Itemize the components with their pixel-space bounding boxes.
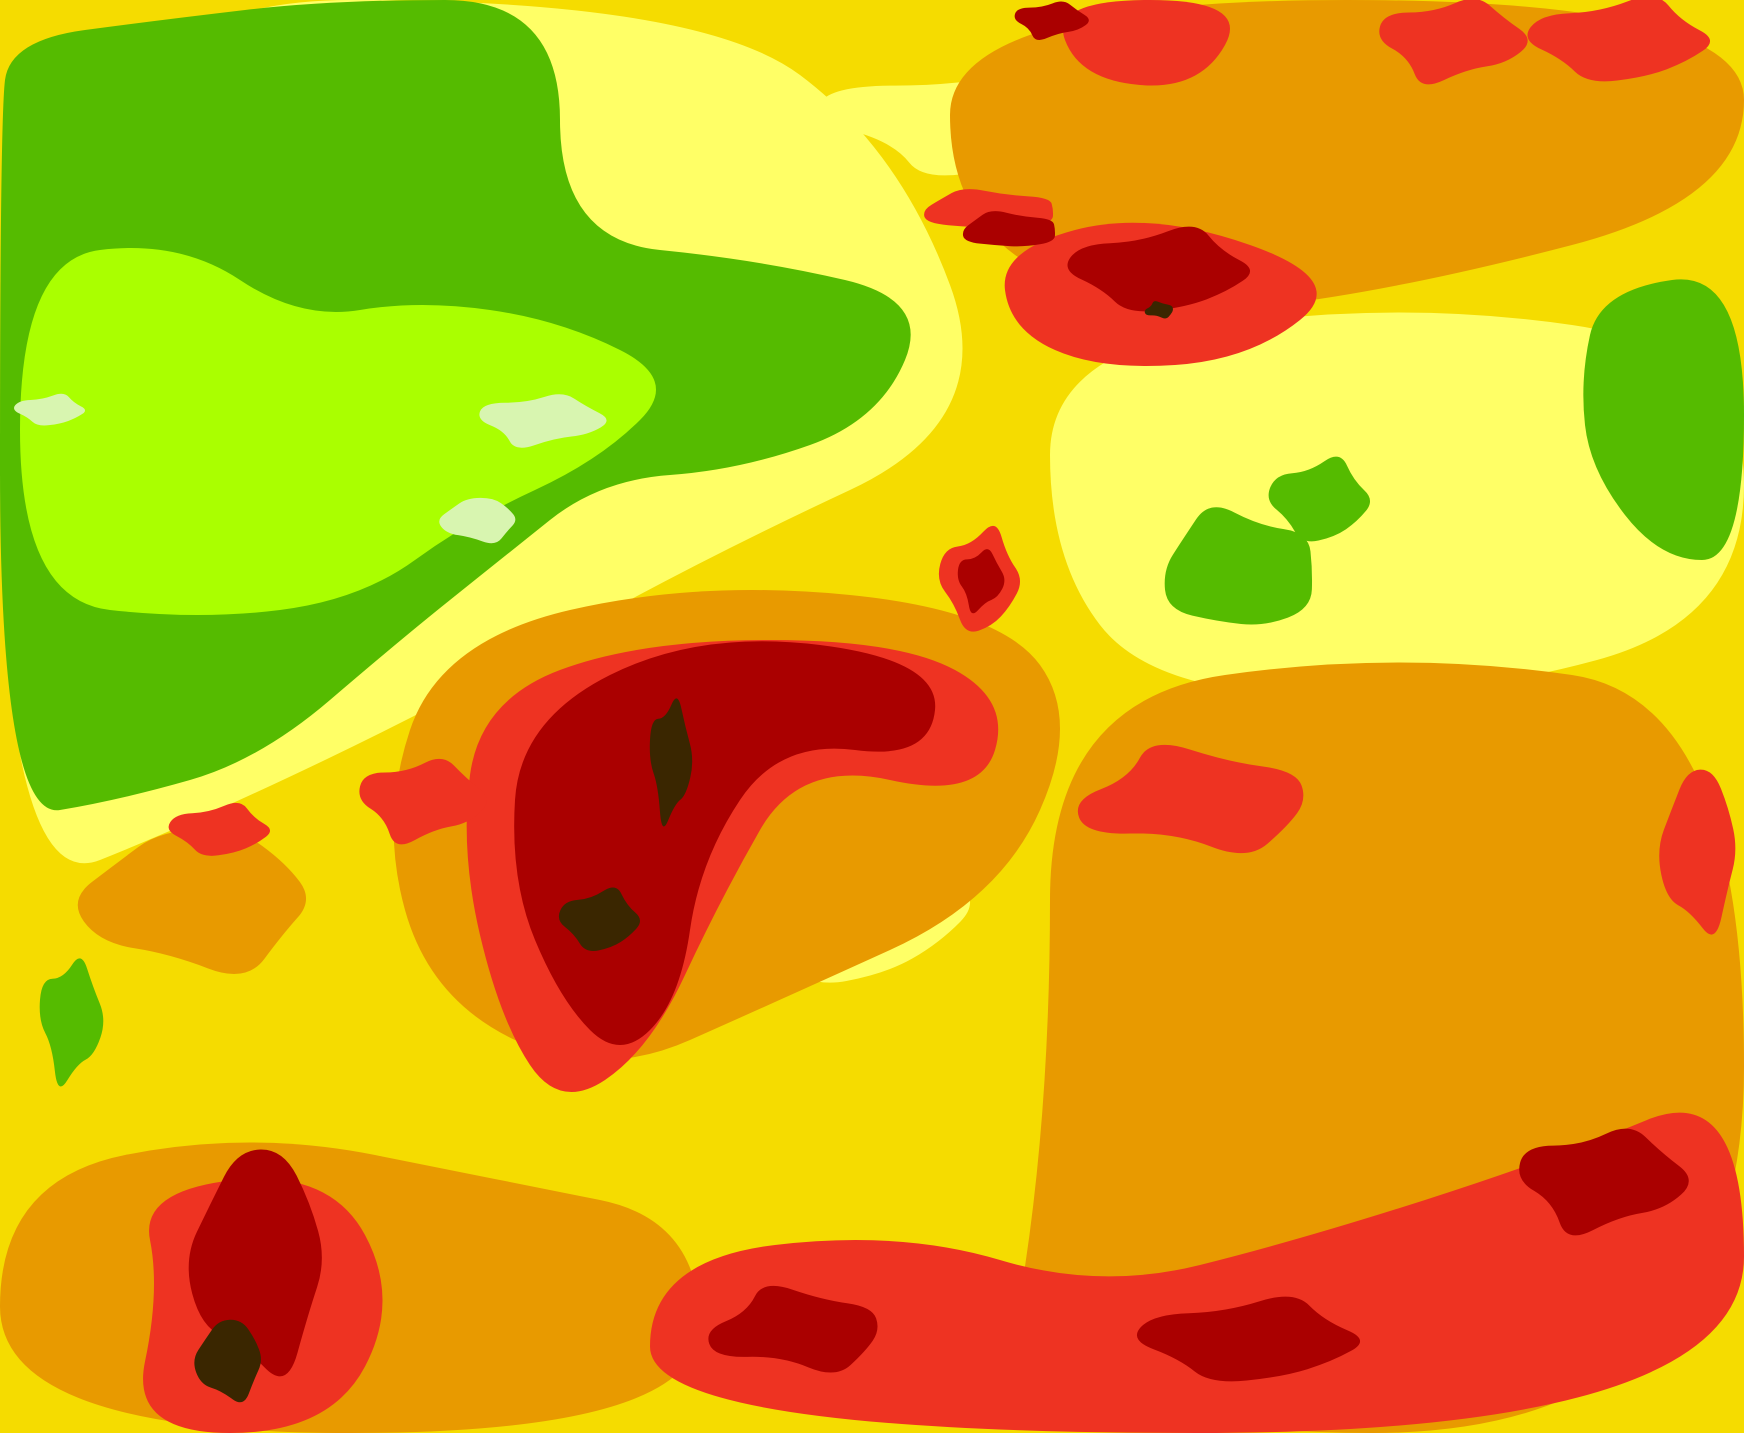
dark-red-region: [1519, 1128, 1689, 1236]
red-region: [1379, 0, 1528, 85]
lime-region: [20, 248, 656, 615]
darkest-region: [649, 698, 693, 827]
darkest-region: [194, 1319, 261, 1403]
red-region: [1659, 769, 1736, 935]
darkest-region: [558, 887, 641, 951]
green-region: [1268, 456, 1371, 542]
red-region: [1063, 0, 1230, 86]
red-region: [1527, 0, 1710, 82]
red-region: [1077, 744, 1304, 854]
dark-red-region: [188, 1149, 322, 1377]
darkest-region: [1144, 301, 1173, 319]
red-region: [359, 758, 487, 845]
green-region: [1583, 279, 1744, 560]
dark-red-region: [1136, 1296, 1361, 1382]
green-region: [39, 958, 104, 1087]
lightest-green-region: [14, 393, 86, 426]
lightest-green-region: [479, 394, 607, 448]
dark-red-region: [708, 1285, 878, 1373]
red-region: [168, 802, 271, 856]
lightest-green-region: [439, 497, 516, 544]
red-region: [650, 1112, 1744, 1433]
dark-red-region: [957, 549, 1005, 614]
orange-region: [77, 829, 307, 975]
dark-red-region: [1014, 1, 1089, 40]
dark-red-region: [514, 641, 936, 1045]
green-region: [1164, 507, 1313, 625]
dark-red-region: [962, 211, 1056, 247]
dark-red-region: [1067, 226, 1251, 312]
